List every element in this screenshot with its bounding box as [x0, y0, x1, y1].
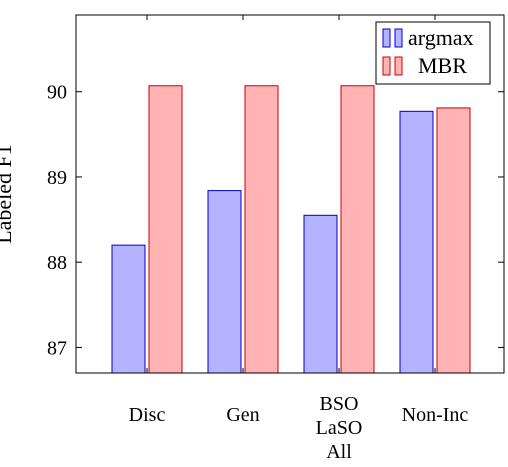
x-tick-label-2-2: All — [326, 441, 352, 463]
legend-label-mbr: MBR — [418, 53, 467, 78]
y-ticks-group: 87 88 89 90 — [47, 82, 504, 359]
bar-argmax-0 — [111, 244, 146, 374]
y-axis-label: Labeled F1 — [0, 144, 16, 244]
bar-mbr-2 — [340, 85, 375, 374]
y-tick-label-1: 88 — [47, 252, 67, 274]
y-tick-label-3: 90 — [47, 82, 67, 104]
legend-swatch-argmax-0 — [382, 28, 391, 48]
bars-group — [111, 85, 471, 374]
legend-label-argmax: argmax — [408, 25, 474, 50]
legend-swatch-mbr-0 — [382, 56, 391, 76]
legend-swatch-mbr-1 — [394, 56, 403, 76]
y-tick-label-0: 87 — [47, 337, 67, 359]
legend: argmax MBR — [375, 21, 491, 85]
plot-frame — [75, 14, 505, 374]
x-tick-label-0-0: Disc — [129, 404, 166, 426]
bar-argmax-1 — [207, 190, 242, 374]
x-tick-label-3-0: Non-Inc — [402, 404, 469, 426]
x-tick-label-2-1: LaSO — [316, 417, 363, 439]
legend-swatch-argmax-1 — [394, 28, 403, 48]
x-tick-label-2-0: BSO — [320, 393, 359, 415]
bar-mbr-0 — [148, 85, 183, 374]
x-tick-label-1-0: Gen — [226, 404, 259, 426]
bar-argmax-2 — [303, 214, 338, 374]
y-tick-label-2: 89 — [47, 167, 67, 189]
bar-argmax-3 — [399, 110, 434, 374]
bar-mbr-3 — [436, 107, 471, 374]
bar-mbr-1 — [244, 85, 279, 374]
